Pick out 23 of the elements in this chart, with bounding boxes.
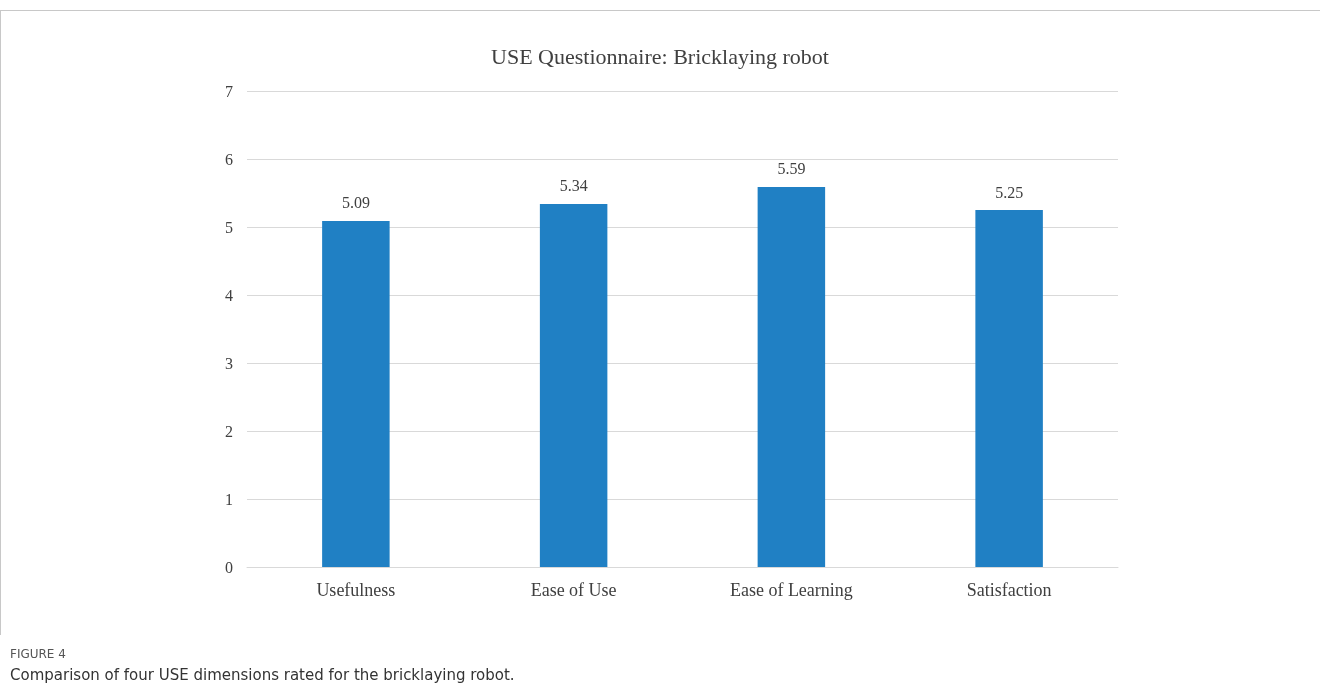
- caption: FIGURE 4: [10, 647, 66, 661]
- y-tick-label: 1: [225, 490, 233, 508]
- x-tick-label: Usefulness: [316, 580, 396, 600]
- data-label: 5.34: [559, 177, 588, 195]
- bar: [539, 203, 608, 567]
- y-tick-label: 2: [225, 422, 233, 440]
- x-tick-label: Ease of Learning: [729, 580, 853, 600]
- x-tick-label: Ease of Use: [530, 580, 617, 600]
- bar: [757, 186, 826, 567]
- data-label: 5.25: [995, 183, 1024, 201]
- y-tick-label: 3: [225, 354, 233, 372]
- y-tick-label: 4: [225, 286, 233, 304]
- y-tick-label: 0: [225, 558, 233, 576]
- chart-title: USE Questionnaire: Bricklaying robot: [491, 43, 829, 69]
- data-label: 5.09: [341, 194, 370, 212]
- x-tick-label: Satisfaction: [966, 580, 1052, 600]
- bar: [975, 210, 1043, 567]
- data-label: 5.59: [777, 160, 806, 178]
- y-tick-label: 6: [225, 150, 233, 168]
- y-tick-label: 5: [225, 218, 233, 236]
- y-tick-label: 7: [225, 82, 233, 100]
- bar: [322, 220, 390, 567]
- text: Comparison of four USE dimensions rated for the bricklaying robot.: [10, 665, 515, 684]
